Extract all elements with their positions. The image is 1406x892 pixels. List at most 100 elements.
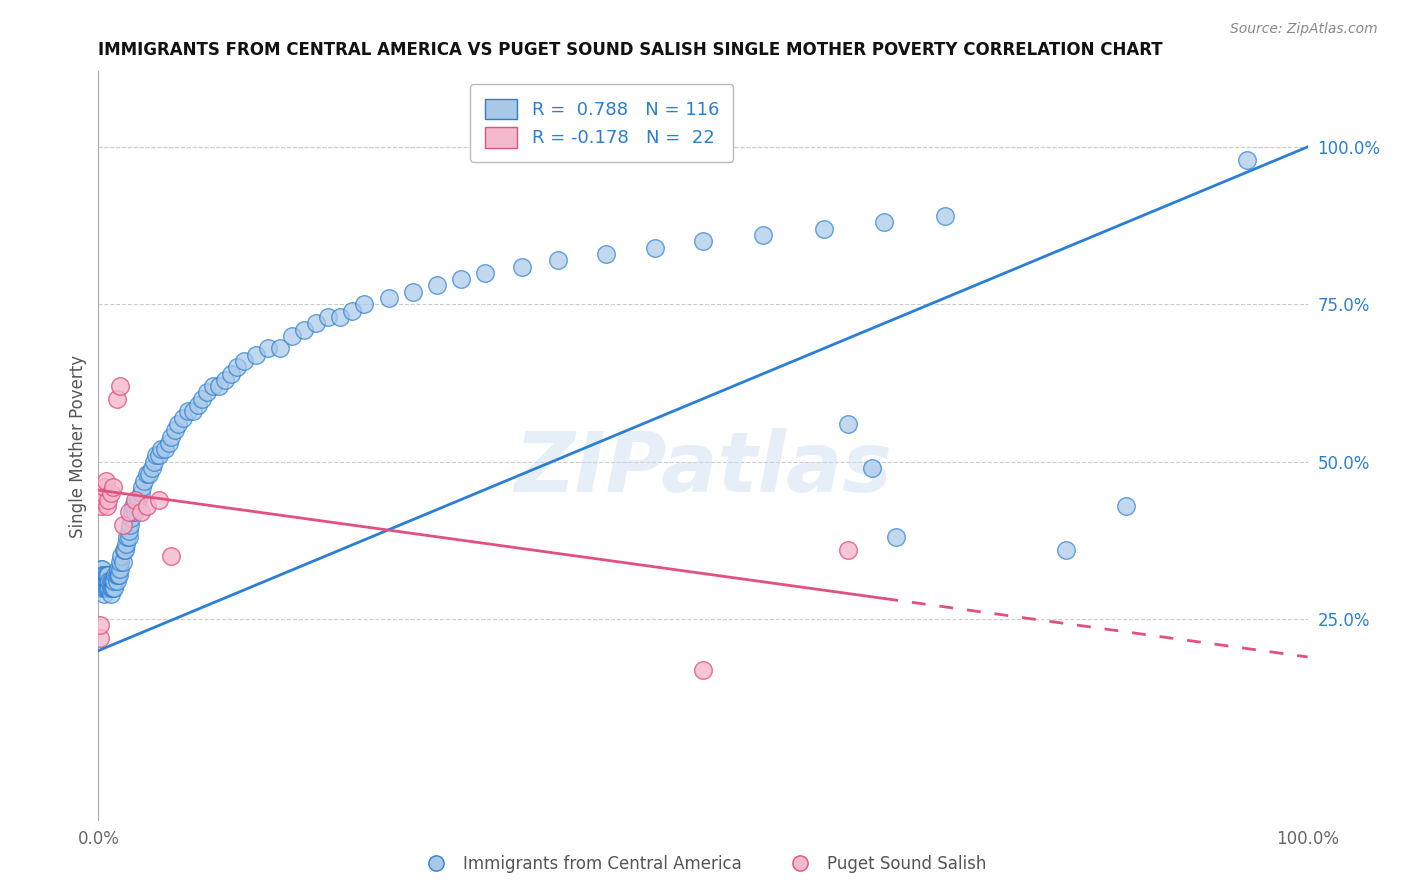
Point (181, 404, 204, 418)
Point (873, 215, 896, 229)
Point (96, 574, 118, 589)
Point (93, 581, 115, 595)
Point (91, 581, 114, 595)
Point (90, 574, 112, 589)
Point (187, 398, 209, 412)
Point (269, 342, 291, 356)
Point (135, 499, 157, 513)
Point (98, 574, 121, 589)
Point (94, 568, 117, 582)
Point (94, 581, 117, 595)
Point (148, 449, 170, 463)
Point (860, 461, 883, 475)
Point (232, 354, 254, 368)
Point (134, 474, 156, 488)
Point (91, 568, 114, 582)
Point (195, 385, 218, 400)
Point (145, 449, 167, 463)
Point (281, 328, 304, 343)
Point (121, 505, 143, 519)
Point (117, 530, 139, 544)
Point (245, 348, 267, 362)
Point (837, 417, 859, 431)
Point (107, 562, 129, 576)
Point (90, 562, 112, 576)
Point (226, 360, 249, 375)
Point (114, 542, 136, 557)
Point (172, 410, 194, 425)
Point (91, 574, 114, 589)
Point (96, 499, 118, 513)
Point (107, 568, 129, 582)
Point (208, 379, 231, 393)
Point (101, 581, 124, 595)
Point (153, 442, 176, 457)
Point (118, 524, 141, 538)
Point (1115, 499, 1137, 513)
Point (97, 568, 120, 582)
Point (89, 631, 111, 645)
Point (94, 574, 117, 589)
Point (167, 417, 190, 431)
Point (91, 492, 114, 507)
Point (111, 556, 134, 570)
Point (93, 480, 115, 494)
Point (141, 461, 163, 475)
Point (177, 404, 200, 418)
Point (91, 574, 114, 589)
Point (191, 392, 214, 406)
Point (1236, 153, 1258, 167)
Point (91, 581, 114, 595)
Point (96, 568, 118, 582)
Point (316, 310, 339, 324)
Point (157, 435, 180, 450)
Legend: Immigrants from Central America, Puget Sound Salish: Immigrants from Central America, Puget S… (413, 848, 993, 880)
Point (100, 574, 122, 589)
Point (426, 278, 449, 293)
Point (752, 228, 775, 243)
Point (118, 517, 141, 532)
Point (100, 581, 122, 595)
Point (122, 499, 145, 513)
Point (90, 581, 112, 595)
Point (104, 568, 127, 582)
Point (100, 581, 122, 595)
Point (1054, 542, 1077, 557)
Point (97, 581, 120, 595)
Point (474, 266, 496, 280)
Point (450, 272, 472, 286)
Point (91, 568, 114, 582)
Point (94, 474, 117, 488)
Point (377, 291, 399, 305)
Point (110, 549, 132, 564)
Point (510, 260, 533, 274)
Point (124, 492, 146, 507)
Text: ZIPatlas: ZIPatlas (515, 428, 891, 509)
Point (150, 442, 173, 457)
Point (163, 423, 186, 437)
Point (342, 303, 364, 318)
Point (402, 285, 425, 299)
Point (108, 556, 131, 570)
Point (886, 530, 908, 544)
Point (120, 511, 142, 525)
Point (256, 342, 278, 356)
Point (101, 480, 124, 494)
Point (89, 568, 111, 582)
Point (214, 373, 236, 387)
Point (93, 574, 115, 589)
Point (103, 581, 125, 595)
Point (135, 467, 157, 482)
Point (93, 587, 115, 601)
Point (595, 247, 617, 261)
Point (118, 505, 141, 519)
Point (108, 379, 131, 393)
Point (89, 581, 111, 595)
Point (98, 581, 121, 595)
Point (101, 574, 124, 589)
Point (97, 574, 120, 589)
Point (329, 310, 352, 324)
Point (131, 480, 153, 494)
Point (91, 562, 114, 576)
Point (837, 542, 859, 557)
